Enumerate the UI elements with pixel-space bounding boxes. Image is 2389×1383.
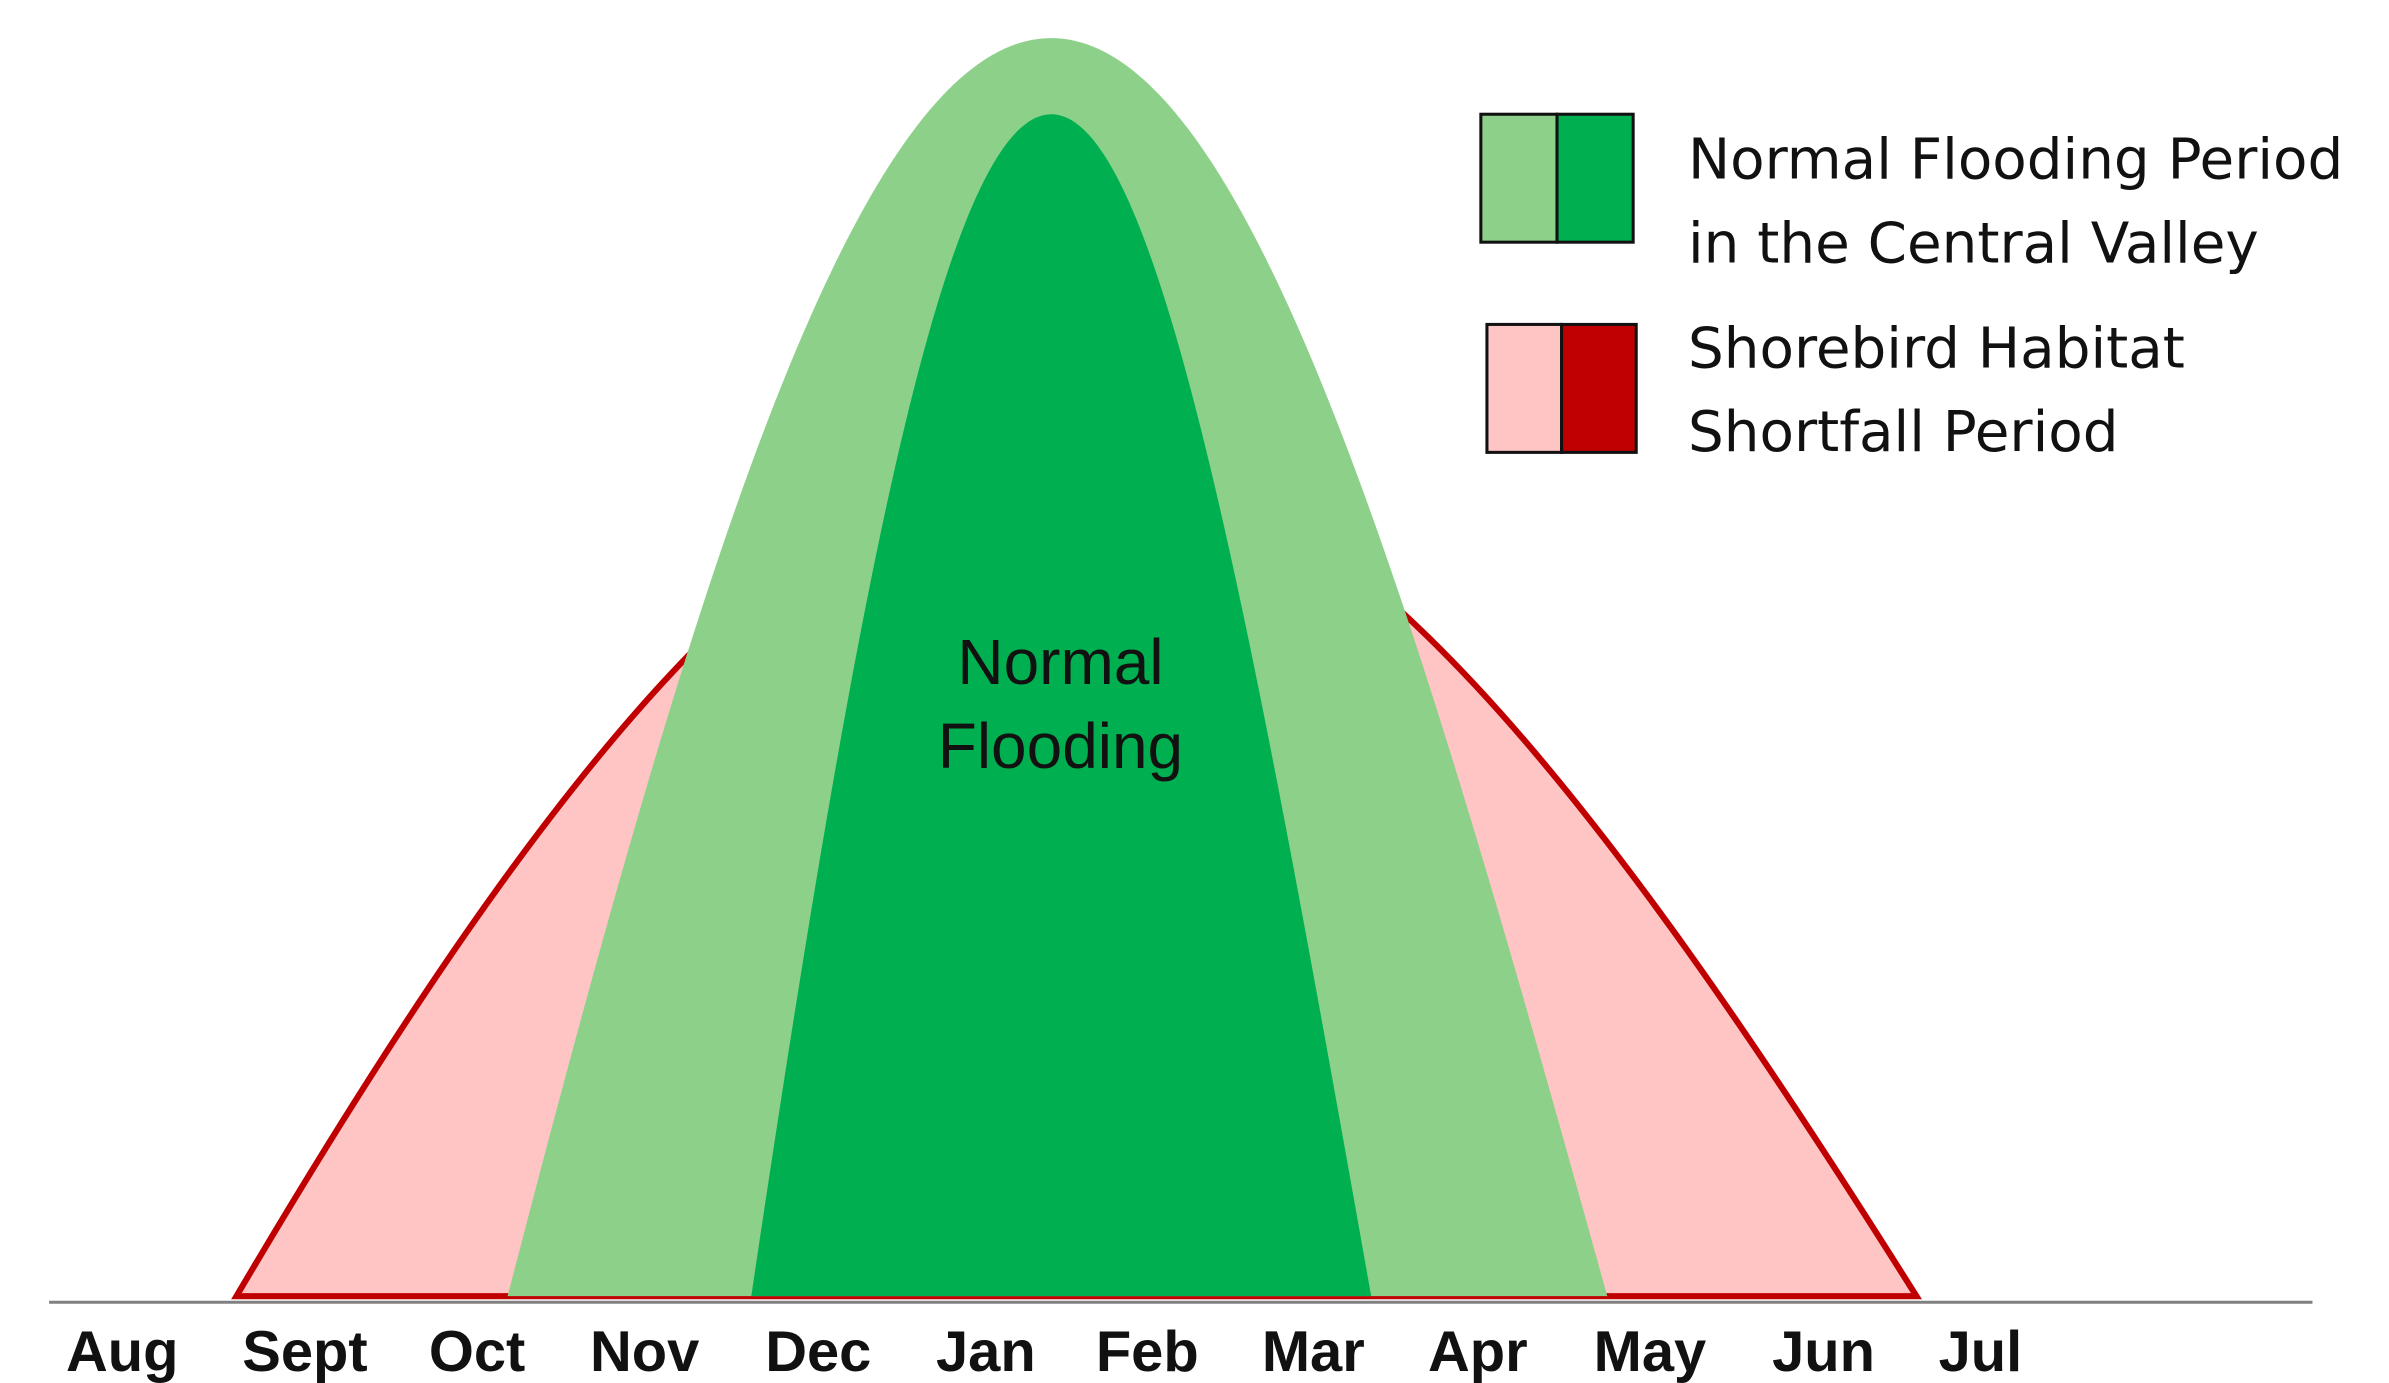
month-label: Apr	[1428, 1320, 1528, 1383]
month-label: Sept	[242, 1320, 367, 1383]
annotation: Flooding	[938, 710, 1183, 782]
flooding-inner	[751, 114, 1372, 1297]
month-label: Jun	[1772, 1320, 1875, 1383]
month-label: Aug	[66, 1320, 178, 1383]
legend-text: Shortfall Period	[1688, 400, 2118, 465]
month-label: Dec	[765, 1320, 871, 1383]
month-label: Feb	[1096, 1320, 1199, 1383]
month-label: May	[1594, 1320, 1707, 1383]
legend-swatch	[1485, 322, 1564, 454]
legend-text: Shorebird Habitat	[1688, 316, 2185, 381]
legend-swatch	[1479, 112, 1559, 244]
legend-text: Normal Flooding Period	[1688, 128, 2343, 193]
month-label: Jul	[1939, 1320, 2023, 1383]
legend-text: in the Central Valley	[1688, 211, 2259, 276]
month-label: Mar	[1262, 1320, 1365, 1383]
legend-swatch	[1555, 112, 1635, 244]
month-label: Nov	[590, 1320, 699, 1383]
annotation: Normal	[957, 626, 1163, 698]
month-label: Oct	[429, 1320, 525, 1383]
month-label: Jan	[936, 1320, 1036, 1383]
legend-swatch	[1560, 322, 1638, 454]
